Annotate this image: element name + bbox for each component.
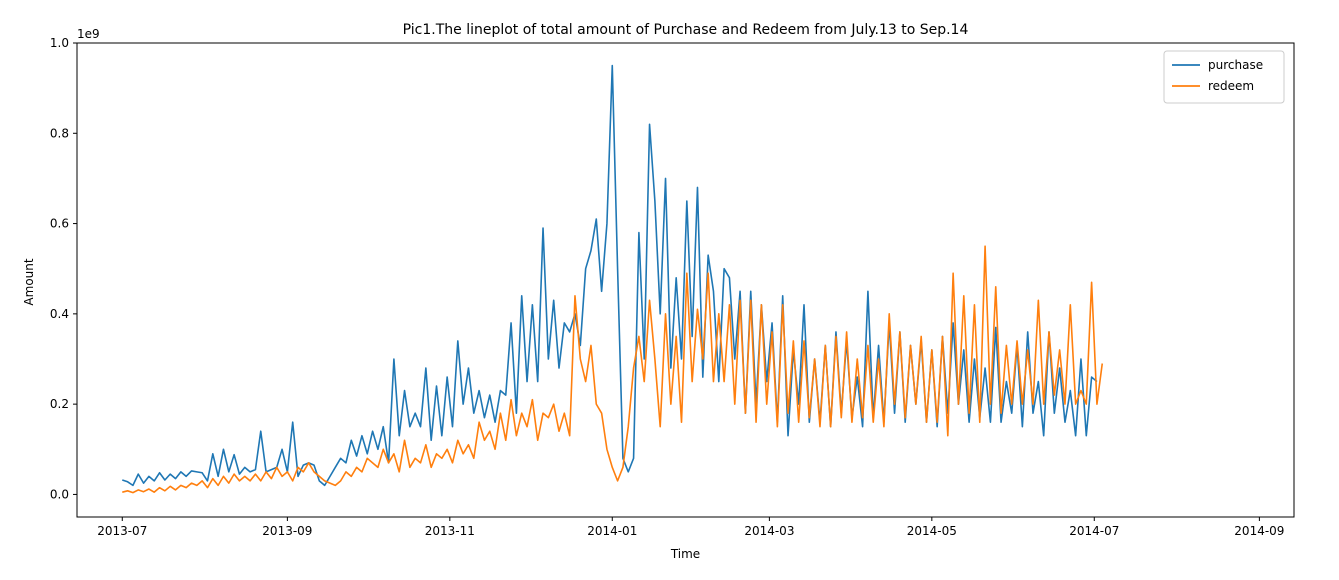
y-tick-label: 0.0 xyxy=(50,487,69,501)
legend-frame xyxy=(1163,50,1285,104)
x-tick-label: 2014-07 xyxy=(1069,524,1119,538)
x-tick-label: 2014-01 xyxy=(587,524,637,538)
x-tick-label: 2014-05 xyxy=(907,524,957,538)
legend-label-redeem: redeem xyxy=(1208,79,1254,93)
series-line-redeem xyxy=(122,245,1104,494)
x-tick-label: 2013-07 xyxy=(97,524,147,538)
series-line-purchase xyxy=(122,64,1098,487)
plot-area-frame xyxy=(76,42,1295,518)
x-tick-label: 2014-09 xyxy=(1234,524,1284,538)
y-tick-label: 0.4 xyxy=(50,307,69,321)
x-tick-label: 2014-03 xyxy=(744,524,794,538)
x-tick-label: 2013-11 xyxy=(425,524,475,538)
chart-title: Pic1.The lineplot of total amount of Pur… xyxy=(403,22,969,38)
y-tick-label: 0.6 xyxy=(50,217,69,231)
y-axis-label: Amount xyxy=(22,258,36,305)
y-tick-label: 0.8 xyxy=(50,126,69,140)
legend: purchase redeem xyxy=(1163,50,1285,104)
y-axis-offset-text: 1e9 xyxy=(77,27,100,41)
x-axis-label: Time xyxy=(670,547,700,561)
y-tick-label: 1.0 xyxy=(50,36,69,50)
x-tick-label: 2013-09 xyxy=(262,524,312,538)
y-tick-label: 0.2 xyxy=(50,397,69,411)
legend-label-purchase: purchase xyxy=(1208,58,1263,72)
